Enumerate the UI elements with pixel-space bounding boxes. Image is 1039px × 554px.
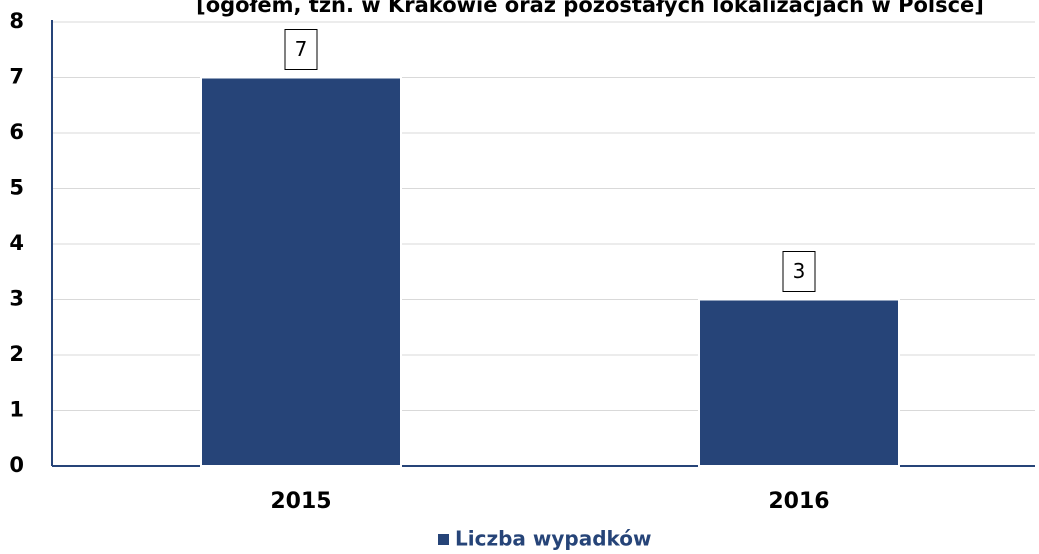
y-tick-label: 7: [9, 65, 24, 89]
y-tick-label: 6: [9, 120, 24, 144]
y-tick-label: 8: [9, 9, 24, 33]
data-label: 7: [295, 37, 308, 61]
y-tick-label: 3: [9, 287, 24, 311]
y-tick-label: 2: [9, 342, 24, 366]
y-tick-label: 4: [9, 231, 24, 255]
bar: [698, 298, 900, 467]
x-tick-label: 2016: [768, 489, 829, 514]
bar: [200, 76, 402, 467]
y-tick-label: 5: [9, 176, 24, 200]
data-label: 3: [793, 259, 806, 283]
chart-title: [ogółem, tzn. w Krakowie oraz pozostałyc…: [196, 0, 984, 17]
data-label-box: [284, 29, 318, 70]
legend-swatch: [438, 534, 449, 545]
y-tick-label: 0: [9, 453, 24, 477]
data-label-box: [782, 251, 816, 292]
legend-label: Liczba wypadków: [455, 527, 652, 551]
x-tick-label: 2015: [270, 489, 331, 514]
y-tick-label: 1: [9, 398, 24, 422]
